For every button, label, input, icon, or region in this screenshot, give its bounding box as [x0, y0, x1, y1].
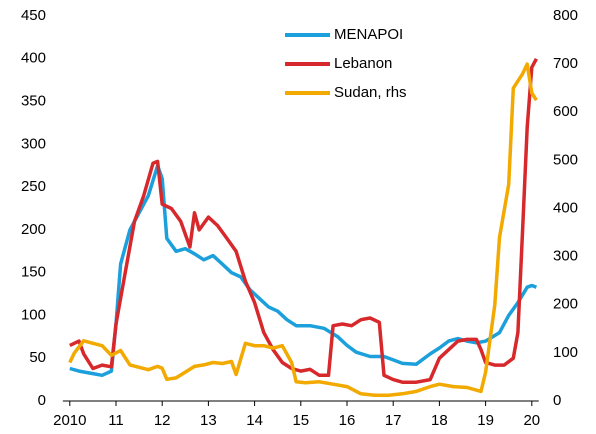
- legend-label: Sudan, rhs: [334, 84, 407, 101]
- y2-tick-label: 0: [553, 392, 561, 409]
- y2-tick-label: 600: [553, 103, 578, 120]
- x-tick-label: 13: [200, 412, 217, 429]
- y2-tick-label: 500: [553, 151, 578, 168]
- x-tick-label: 11: [108, 412, 124, 429]
- y2-tick-label: 700: [553, 55, 578, 72]
- x-tick-label: 12: [154, 412, 171, 429]
- y2-tick-label: 400: [553, 199, 578, 216]
- x-tick-label: 14: [246, 412, 263, 429]
- y2-tick-label: 200: [553, 296, 578, 313]
- y-tick-label: 400: [21, 50, 46, 67]
- y-tick-label: 250: [21, 178, 46, 195]
- y2-tick-label: 300: [553, 248, 578, 265]
- x-tick-label: 15: [292, 412, 309, 429]
- y-tick-label: 450: [21, 7, 46, 24]
- legend-label: MENAPOI: [334, 26, 403, 43]
- y2-tick-label: 800: [553, 7, 578, 24]
- y-tick-label: 300: [21, 135, 46, 152]
- y-tick-label: 50: [29, 349, 46, 366]
- x-tick-label: 19: [477, 412, 494, 429]
- x-tick-label: 2010: [53, 412, 86, 429]
- y-tick-label: 200: [21, 221, 46, 238]
- x-tick-label: 20: [523, 412, 540, 429]
- y-tick-label: 100: [21, 306, 46, 323]
- x-tick-label: 18: [431, 412, 448, 429]
- y2-tick-label: 100: [553, 344, 578, 361]
- y-tick-label: 0: [38, 392, 46, 409]
- x-tick-label: 16: [339, 412, 356, 429]
- y-tick-label: 350: [21, 93, 46, 110]
- series-line: [69, 163, 538, 378]
- series-line: [69, 57, 538, 384]
- series-line: [68, 62, 538, 397]
- x-tick-label: 17: [385, 412, 402, 429]
- legend-label: Lebanon: [334, 55, 392, 72]
- y-tick-label: 150: [21, 264, 46, 281]
